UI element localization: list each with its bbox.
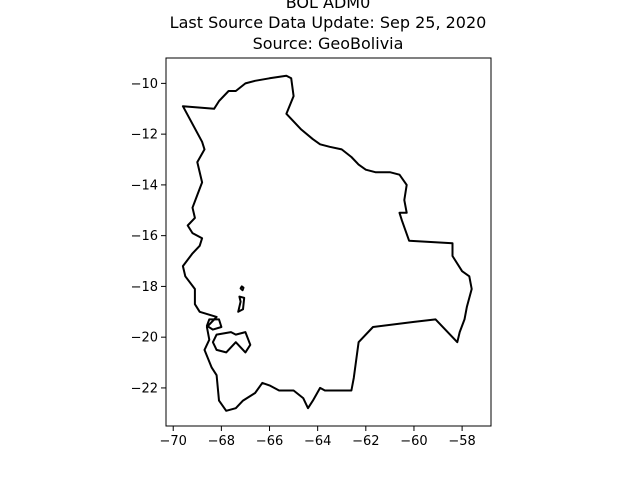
y-tick-label: −16 — [131, 229, 158, 244]
x-tick-label: −70 — [160, 434, 187, 449]
y-tick-label: −14 — [131, 178, 158, 193]
title-line-3: Source: GeoBolivia — [253, 34, 404, 53]
title-line-2: Last Source Data Update: Sep 25, 2020 — [170, 13, 487, 32]
boundary-part-1 — [239, 285, 245, 292]
y-tick-label: −20 — [131, 331, 158, 346]
boundary-part-3 — [205, 318, 223, 331]
boundary-part-4 — [211, 331, 252, 354]
x-tick-label: −66 — [256, 434, 283, 449]
y-tick-label: −12 — [131, 128, 158, 143]
axes-frame — [165, 57, 492, 427]
map-title: BOL ADM0 Last Source Data Update: Sep 25… — [170, 0, 487, 53]
y-tick-label: −22 — [131, 381, 158, 396]
x-axis: −70 −68 −66 −64 −62 −60 −58 — [160, 426, 476, 449]
x-tick-label: −58 — [448, 434, 475, 449]
y-tick-label: −18 — [131, 280, 158, 295]
x-tick-label: −60 — [400, 434, 427, 449]
boundary-part-2 — [237, 295, 246, 313]
country-boundary — [181, 74, 473, 412]
y-axis: −10 −12 −14 −16 −18 −20 −22 — [131, 77, 166, 396]
x-tick-label: −68 — [208, 434, 235, 449]
x-tick-label: −62 — [352, 434, 379, 449]
title-line-1: BOL ADM0 — [286, 0, 371, 12]
plot-area — [181, 74, 473, 412]
x-tick-label: −64 — [304, 434, 331, 449]
y-tick-label: −10 — [131, 77, 158, 92]
